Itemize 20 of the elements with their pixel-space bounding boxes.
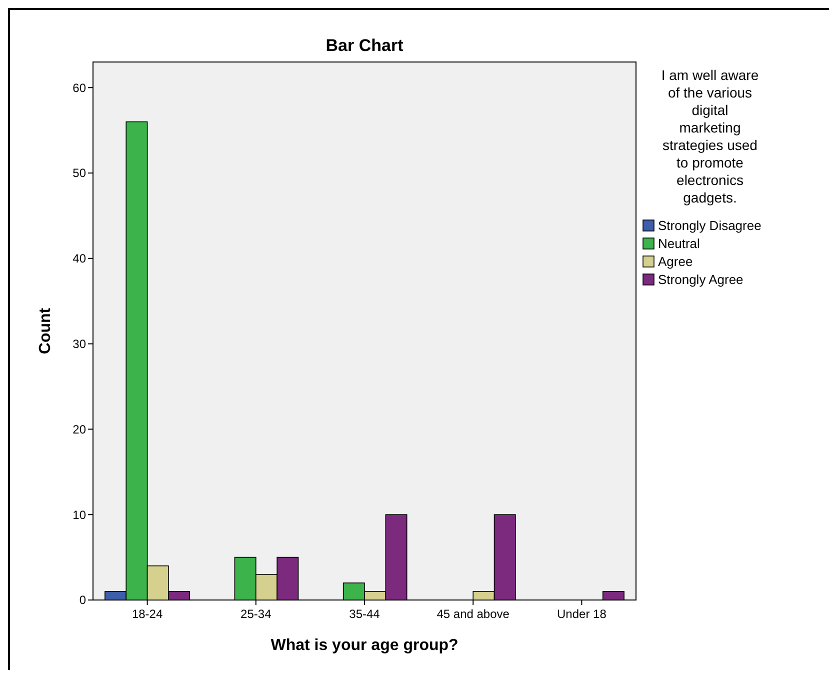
x-tick-label: 45 and above: [436, 607, 510, 621]
y-tick-label: 60: [72, 80, 86, 95]
chart-title: Bar Chart: [326, 36, 404, 55]
legend-title: I am well aware of the various digital marketing strategies used to promote electronics gadgets.: [661, 67, 759, 206]
y-tick-label: 10: [72, 508, 86, 522]
x-axis-title: What is your age group?: [270, 637, 458, 654]
y-tick-label: 40: [72, 252, 86, 266]
x-tick-label: 35-44: [349, 607, 380, 621]
legend-label: Strongly Agree: [658, 272, 744, 287]
x-tick-label: 18-24: [132, 607, 163, 621]
legend-label: Agree: [658, 254, 693, 269]
x-tick-label: 25-34: [240, 607, 272, 621]
legend-label: Strongly Disagree: [658, 218, 762, 233]
y-tick-label: 0: [79, 593, 86, 608]
x-tick-label: Under 18: [557, 607, 607, 621]
y-tick-label: 50: [72, 166, 86, 180]
y-axis-title: Count: [37, 307, 54, 354]
y-tick-label: 30: [72, 337, 86, 352]
legend-label: Neutral: [658, 236, 700, 251]
y-tick-label: 20: [72, 422, 86, 436]
